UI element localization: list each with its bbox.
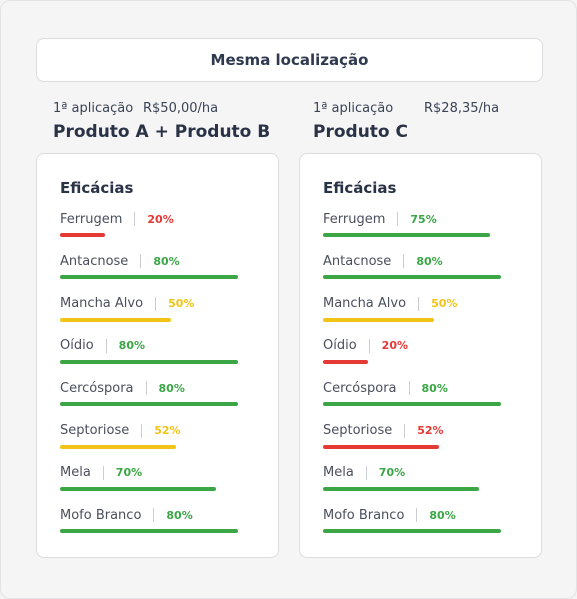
efficacy-name: Mancha Alvo bbox=[323, 296, 407, 312]
efficacy-row: Mela 70% bbox=[323, 464, 503, 506]
efficacy-percent: 80% bbox=[153, 254, 180, 268]
separator bbox=[397, 212, 399, 226]
efficacy-name: Cercóspora bbox=[323, 380, 397, 396]
efficacy-bar bbox=[60, 275, 238, 280]
separator bbox=[418, 296, 420, 311]
efficacy-row: Mancha Alvo 50% bbox=[323, 295, 503, 337]
efficacy-name: Antacnose bbox=[60, 253, 129, 269]
efficacy-name: Mancha Alvo bbox=[60, 296, 144, 312]
separator bbox=[145, 381, 147, 396]
efficacy-percent: 80% bbox=[158, 381, 185, 395]
efficacy-name: Septoriose bbox=[60, 423, 130, 438]
efficacy-bar bbox=[60, 444, 176, 449]
product-name: Produto A + Produto B bbox=[53, 122, 271, 142]
efficacy-row: Cercóspora 80% bbox=[60, 379, 240, 421]
price: R$50,00/ha bbox=[143, 101, 219, 116]
efficacy-percent: 52% bbox=[417, 424, 444, 437]
separator bbox=[141, 423, 143, 438]
efficacy-percent: 80% bbox=[421, 381, 448, 395]
efficacy-percent: 80% bbox=[166, 508, 193, 522]
efficacy-percent: 70% bbox=[115, 466, 143, 480]
efficacy-percent: 80% bbox=[118, 339, 146, 353]
efficacy-percent: 75% bbox=[410, 212, 437, 226]
efficacy-name: Mofo Branco bbox=[60, 507, 142, 523]
product-header-c: 1ª aplicação R$28,35/ha Produto C bbox=[313, 101, 499, 142]
efficacy-name: Cercóspora bbox=[60, 380, 134, 396]
efficacy-row: Mofo Branco 80% bbox=[323, 506, 503, 548]
efficacy-row: Mofo Branco 80% bbox=[60, 506, 240, 548]
separator bbox=[403, 254, 405, 269]
efficacy-bar bbox=[60, 529, 238, 534]
efficacy-card-c: Eficácias Ferrugem 75% Antacnose 80% Mancha … bbox=[299, 153, 542, 558]
price: R$28,35/ha bbox=[424, 101, 500, 116]
separator bbox=[140, 254, 142, 269]
efficacy-row: Septoriose 52% bbox=[323, 422, 503, 464]
efficacy-row: Mela 70% bbox=[60, 464, 240, 506]
efficacy-name: Mela bbox=[60, 465, 91, 481]
efficacy-row: Mancha Alvo 50% bbox=[60, 295, 240, 337]
efficacy-bar bbox=[323, 402, 501, 407]
product-header-a: 1ª aplicação R$50,00/ha Produto A + Prod… bbox=[53, 101, 270, 142]
efficacy-percent: 80% bbox=[416, 254, 443, 268]
efficacy-bar bbox=[323, 444, 439, 449]
separator bbox=[155, 296, 157, 311]
separator bbox=[404, 423, 406, 438]
separator bbox=[368, 338, 370, 353]
efficacy-name: Antacnose bbox=[323, 253, 392, 269]
efficacy-name: Oídio bbox=[323, 338, 357, 354]
efficacy-bar bbox=[323, 359, 368, 364]
efficacy-row: Ferrugem 20% bbox=[60, 210, 240, 252]
efficacy-name: Oídio bbox=[60, 338, 94, 354]
efficacy-name: Ferrugem bbox=[60, 211, 123, 227]
efficacy-heading: Eficácias bbox=[323, 179, 397, 197]
separator bbox=[365, 465, 367, 480]
efficacy-row: Septoriose 52% bbox=[60, 422, 240, 464]
efficacy-percent: 20% bbox=[381, 339, 409, 353]
efficacy-bar bbox=[60, 486, 216, 491]
efficacy-name: Ferrugem bbox=[323, 211, 386, 227]
separator bbox=[153, 508, 155, 523]
product-name: Produto C bbox=[313, 122, 408, 142]
separator bbox=[102, 465, 104, 480]
separator bbox=[416, 508, 418, 523]
efficacy-row: Antacnose 80% bbox=[60, 252, 240, 294]
efficacy-percent: 70% bbox=[378, 466, 406, 480]
efficacy-name: Mofo Branco bbox=[323, 507, 405, 523]
efficacy-bar bbox=[323, 529, 501, 534]
efficacy-row: Oídio 80% bbox=[60, 337, 240, 379]
separator bbox=[105, 338, 107, 353]
efficacy-bar bbox=[323, 317, 434, 322]
separator bbox=[134, 212, 136, 226]
separator bbox=[408, 381, 410, 396]
efficacy-name: Septoriose bbox=[323, 423, 393, 438]
efficacy-percent: 50% bbox=[431, 297, 458, 311]
efficacy-name: Mela bbox=[323, 465, 354, 481]
efficacy-bar bbox=[323, 486, 479, 491]
application-label: 1ª aplicação bbox=[53, 101, 134, 116]
efficacy-percent: 20% bbox=[147, 212, 174, 226]
efficacy-row: Ferrugem 75% bbox=[323, 210, 503, 252]
efficacy-bar bbox=[323, 275, 501, 280]
efficacy-bar bbox=[323, 233, 490, 237]
efficacy-bar bbox=[60, 233, 105, 237]
efficacy-bar bbox=[60, 402, 238, 407]
efficacy-row: Antacnose 80% bbox=[323, 252, 503, 294]
location-title: Mesma localização bbox=[36, 38, 543, 82]
efficacy-bar bbox=[60, 317, 171, 322]
efficacy-percent: 50% bbox=[168, 297, 195, 311]
efficacy-heading: Eficácias bbox=[60, 179, 134, 197]
efficacy-percent: 52% bbox=[154, 424, 181, 437]
efficacy-row: Cercóspora 80% bbox=[323, 379, 503, 421]
efficacy-row: Oídio 20% bbox=[323, 337, 503, 379]
application-label: 1ª aplicação bbox=[313, 101, 394, 116]
efficacy-percent: 80% bbox=[429, 508, 456, 522]
efficacy-card-a: Eficácias Ferrugem 20% Antacnose 80% Mancha … bbox=[36, 153, 279, 558]
efficacy-bar bbox=[60, 359, 238, 364]
